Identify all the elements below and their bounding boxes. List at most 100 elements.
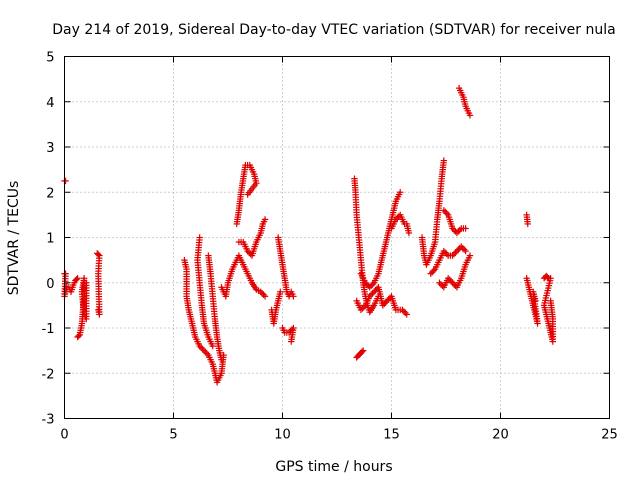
- x-axis-label: GPS time / hours: [275, 459, 392, 475]
- data-point-plus: [357, 306, 365, 314]
- data-point-plus: [290, 293, 297, 300]
- data-point-plus: [288, 338, 295, 345]
- data-point-plus: [462, 225, 469, 232]
- data-points: [61, 84, 557, 386]
- data-point-plus: [446, 276, 453, 283]
- data-point-plus: [442, 249, 449, 256]
- data-point-plus: [203, 350, 211, 357]
- x-tick-label: 25: [601, 428, 618, 443]
- data-point-plus: [403, 311, 410, 318]
- track-arc-u: [440, 207, 469, 237]
- track-arc-n: [351, 175, 382, 316]
- data-point-plus: [258, 290, 266, 297]
- data-point-plus: [244, 247, 251, 255]
- data-point-plus: [397, 189, 404, 196]
- data-point-plus: [383, 297, 391, 305]
- track-arc-r: [353, 347, 367, 361]
- chart-title: Day 214 of 2019, Sidereal Day-to-day VTE…: [52, 22, 615, 38]
- y-tick-label: -3: [42, 413, 55, 428]
- x-tick-label: 15: [383, 428, 400, 443]
- axis-ticks: -3 -2 -1 0 1 2 3 4 5 0 5 10 15 20 25: [42, 51, 618, 443]
- track-arc-j: [235, 216, 269, 259]
- data-point-plus: [381, 300, 388, 308]
- data-point-plus: [199, 345, 206, 353]
- track-arc-h: [218, 252, 269, 300]
- track-arc-p: [353, 284, 410, 318]
- data-point-plus: [405, 229, 413, 237]
- y-axis-label: SDTVAR / TECUs: [6, 181, 22, 296]
- track-arc-g: [205, 252, 225, 363]
- data-point-plus: [358, 348, 366, 355]
- data-point-plus: [366, 284, 373, 291]
- data-point-plus: [544, 273, 551, 281]
- track-arc-v: [436, 252, 474, 291]
- data-point-plus: [524, 220, 531, 228]
- data-point-plus: [443, 210, 450, 217]
- y-tick-label: 1: [46, 232, 54, 247]
- data-point-plus: [196, 342, 203, 350]
- track-arc-t: [427, 243, 469, 277]
- y-tick-label: 4: [46, 96, 54, 111]
- data-point-plus: [244, 191, 251, 198]
- data-point-plus: [209, 342, 216, 350]
- data-point-plus: [453, 247, 461, 255]
- data-point-plus: [455, 228, 462, 235]
- data-point-plus: [462, 247, 469, 255]
- track-arc-x: [523, 211, 531, 228]
- x-tick-label: 20: [492, 428, 509, 443]
- data-point-plus: [359, 347, 367, 354]
- data-point-plus: [202, 348, 209, 356]
- data-point-plus: [392, 216, 400, 223]
- data-point-plus: [532, 297, 539, 305]
- data-point-plus: [83, 279, 90, 286]
- data-point-plus: [369, 290, 376, 297]
- x-tick-label: 0: [60, 428, 68, 443]
- data-point-plus: [458, 243, 465, 250]
- data-point-plus: [449, 252, 456, 259]
- track-arc-f: [194, 234, 216, 350]
- data-point-plus: [466, 252, 474, 259]
- data-point-plus: [75, 332, 82, 340]
- data-point-plus: [277, 288, 284, 295]
- data-point-plus: [547, 297, 554, 305]
- data-point-plus: [200, 347, 208, 354]
- data-point-plus: [466, 112, 474, 119]
- data-point-plus: [367, 282, 375, 289]
- data-point-plus: [427, 270, 434, 277]
- data-point-plus: [363, 281, 370, 288]
- data-point-plus: [73, 276, 80, 283]
- data-point-plus: [197, 344, 205, 351]
- data-point-plus: [455, 246, 462, 253]
- data-point-plus: [257, 288, 264, 295]
- track-arc-s: [418, 157, 448, 268]
- data-point-plus: [450, 281, 458, 288]
- data-point-plus: [370, 288, 378, 295]
- data-point-plus: [428, 268, 436, 276]
- data-point-plus: [218, 356, 225, 363]
- data-point-plus: [453, 229, 461, 237]
- track-arc-c: [74, 275, 90, 341]
- data-point-plus: [366, 293, 373, 300]
- data-point-plus: [443, 250, 450, 258]
- data-point-plus: [456, 226, 464, 234]
- y-tick-label: -1: [42, 322, 55, 337]
- track-arc-a: [61, 177, 69, 185]
- data-point-plus: [440, 247, 448, 255]
- y-tick-label: -2: [42, 367, 55, 382]
- data-point-plus: [400, 308, 408, 315]
- data-point-plus: [394, 214, 401, 222]
- data-point-plus: [261, 293, 269, 300]
- data-point-plus: [95, 306, 102, 314]
- data-point-plus: [447, 278, 455, 285]
- y-tick-label: 2: [46, 186, 54, 201]
- x-tick-label: 5: [169, 428, 177, 443]
- data-point-plus: [379, 302, 386, 309]
- data-point-plus: [359, 305, 366, 312]
- data-point-plus: [450, 226, 458, 234]
- data-point-plus: [430, 267, 437, 274]
- data-point-plus: [442, 208, 449, 216]
- data-point-plus: [444, 275, 452, 282]
- data-point-plus: [260, 291, 267, 299]
- track-arc-y: [523, 275, 541, 327]
